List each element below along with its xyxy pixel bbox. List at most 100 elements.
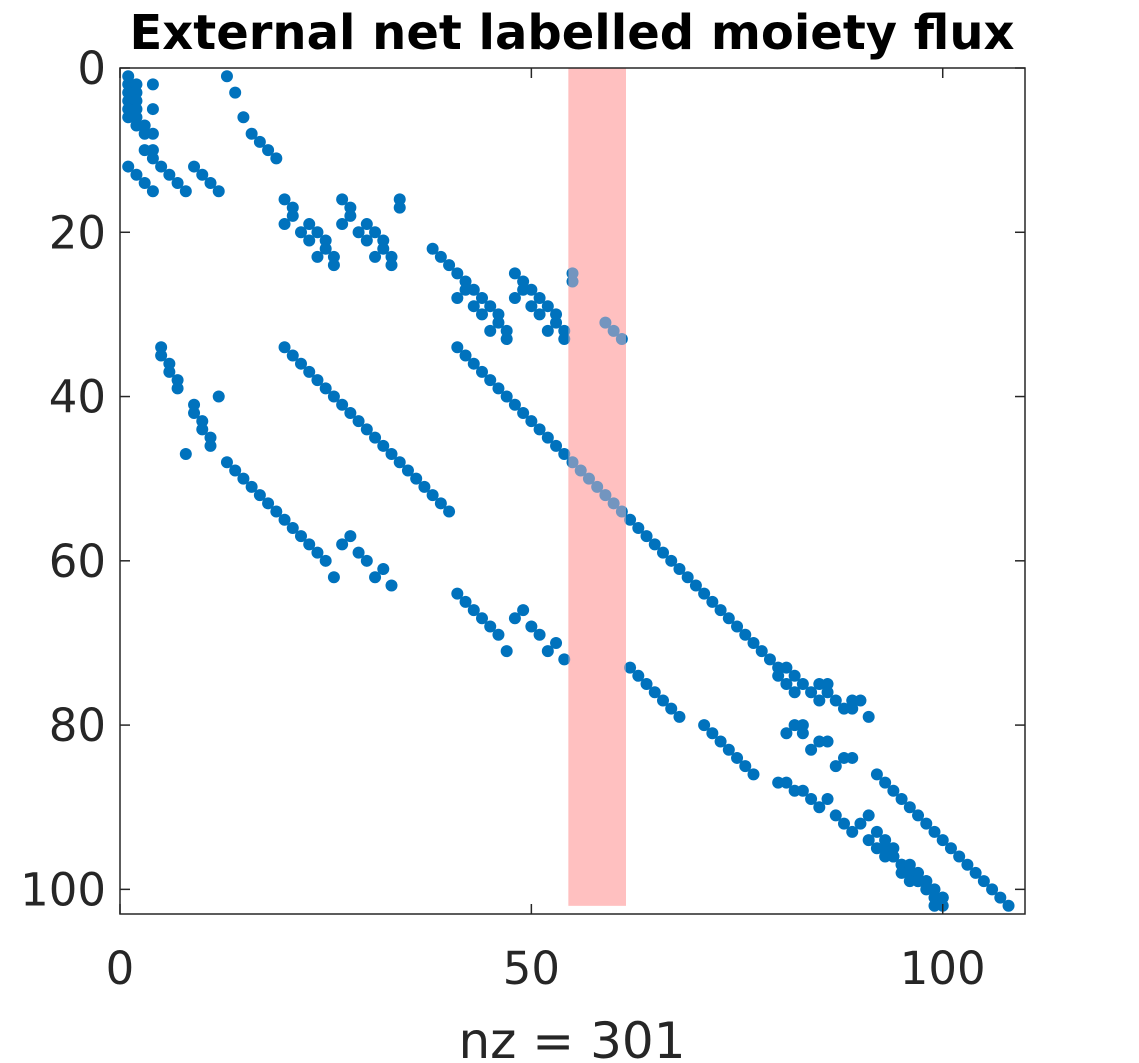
nonzero-marker (895, 858, 908, 871)
nonzero-marker (541, 431, 554, 444)
nonzero-marker (648, 686, 661, 699)
y-tick-label: 60 (49, 535, 106, 588)
nonzero-marker (731, 620, 744, 633)
nonzero-marker (673, 563, 686, 576)
nonzero-marker (920, 817, 933, 830)
nonzero-marker (706, 727, 719, 740)
nonzero-marker (747, 768, 760, 781)
nonzero-marker (385, 259, 398, 272)
nonzero-marker (311, 546, 324, 559)
nonzero-marker (500, 324, 513, 337)
nonzero-marker (344, 406, 357, 419)
nonzero-marker (237, 472, 250, 485)
nonzero-marker (772, 669, 785, 682)
nonzero-marker (467, 300, 480, 313)
nonzero-marker (410, 472, 423, 485)
nonzero-marker (492, 308, 505, 321)
nonzero-marker (813, 801, 826, 814)
nonzero-marker (821, 735, 834, 748)
nonzero-marker (155, 160, 168, 173)
nonzero-marker (541, 645, 554, 658)
nonzero-marker (698, 719, 711, 732)
nonzero-marker (146, 78, 159, 91)
nonzero-marker (912, 866, 925, 879)
nonzero-marker (204, 431, 217, 444)
nonzero-marker (788, 669, 801, 682)
nonzero-marker (821, 793, 834, 806)
nonzero-marker (846, 825, 859, 838)
nonzero-marker (928, 825, 941, 838)
nonzero-marker (245, 480, 258, 493)
nonzero-marker (533, 628, 546, 641)
nonzero-marker (171, 176, 184, 189)
nonzero-marker (582, 472, 595, 485)
nonzero-marker (220, 70, 233, 83)
nonzero-marker (369, 431, 382, 444)
nonzero-marker (533, 308, 546, 321)
nonzero-marker (574, 464, 587, 477)
tick-marks (119, 67, 1025, 914)
nonzero-marker (212, 390, 225, 403)
nonzero-marker (344, 201, 357, 214)
nonzero-marker (500, 645, 513, 658)
nonzero-marker (401, 464, 414, 477)
nonzero-marker (476, 308, 488, 321)
nonzero-marker (303, 538, 316, 551)
nonzero-marker (484, 324, 497, 337)
nonzero-marker (385, 579, 398, 592)
nonzero-marker (665, 554, 678, 567)
nonzero-marker (278, 193, 291, 206)
nonzero-marker (459, 283, 472, 296)
nonzero-marker (788, 784, 801, 797)
nonzero-marker (780, 661, 793, 674)
nonzero-marker (657, 546, 669, 559)
nonzero-marker (253, 135, 266, 148)
nonzero-marker (928, 891, 941, 904)
nonzero-marker (763, 653, 776, 666)
nonzero-marker (319, 242, 332, 255)
nonzero-marker (986, 883, 999, 896)
nonzero-marker (508, 398, 521, 411)
nonzero-marker (155, 349, 168, 362)
nonzero-marker (295, 530, 307, 543)
nonzero-marker (805, 793, 818, 806)
nonzero-marker (393, 201, 406, 214)
nonzero-marker (492, 382, 505, 395)
nonzero-marker (821, 686, 834, 699)
nonzero-marker (541, 324, 554, 337)
y-tick-label: 20 (49, 206, 106, 259)
nonzero-marker (739, 628, 752, 641)
nonzero-marker (484, 620, 497, 633)
nonzero-marker (648, 538, 661, 551)
nonzero-marker (467, 357, 480, 370)
nonzero-marker (681, 571, 694, 584)
nonzero-marker (303, 365, 316, 378)
nonzero-marker (500, 390, 513, 403)
nonzero-marker (130, 94, 143, 107)
nonzero-marker (130, 78, 143, 91)
nonzero-marker (377, 439, 390, 452)
nonzero-marker (755, 645, 768, 658)
nonzero-marker (607, 497, 620, 510)
nonzero-marker (286, 201, 299, 214)
nonzero-marker (698, 587, 711, 600)
nonzero-marker (360, 218, 373, 231)
nonzero-marker (928, 899, 941, 912)
nonzero-marker (336, 193, 349, 206)
nonzero-marker (130, 103, 143, 116)
nonzero-marker (550, 636, 563, 649)
nonzero-marker (122, 78, 135, 91)
nonzero-marker (344, 530, 357, 543)
nonzero-marker (327, 571, 340, 584)
nonzero-marker (352, 415, 365, 428)
nonzero-marker (130, 111, 143, 124)
nonzero-marker (122, 94, 135, 107)
nonzero-marker (870, 825, 883, 838)
nonzero-marker (977, 875, 990, 888)
nonzero-marker (492, 628, 505, 641)
nonzero-marker (895, 866, 908, 879)
nonzero-marker (369, 226, 382, 239)
nonzero-marker (377, 242, 390, 255)
nonzero-marker (550, 316, 563, 329)
nonzero-marker (558, 448, 571, 461)
